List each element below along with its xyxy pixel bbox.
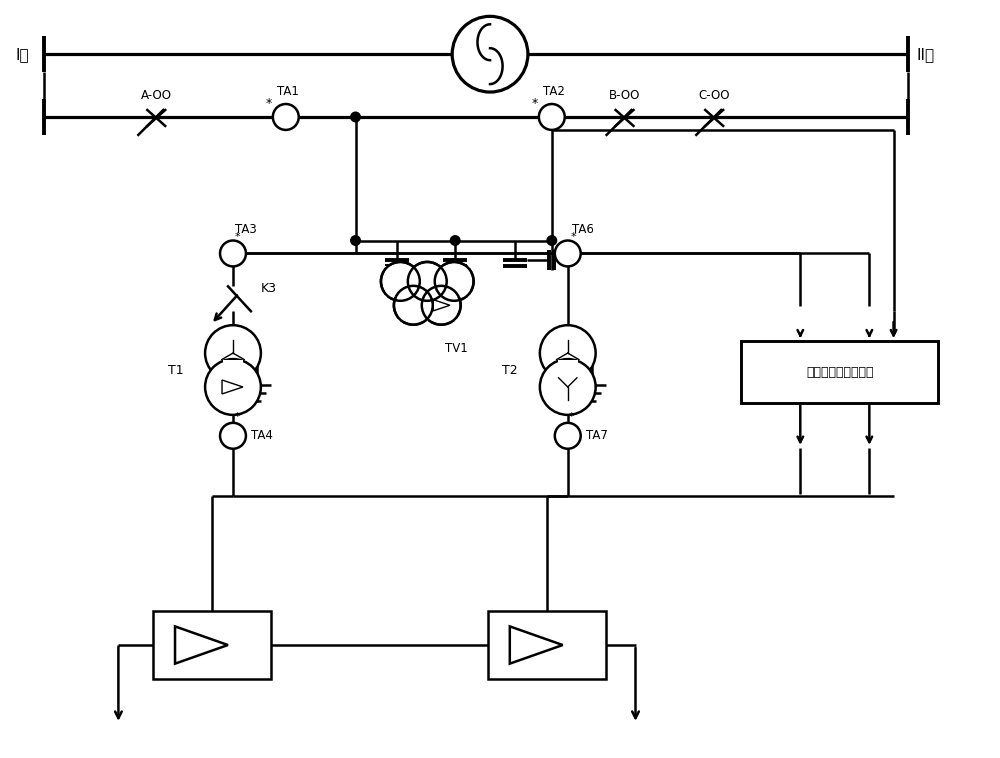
Text: *: * xyxy=(234,412,240,422)
Text: TA7: TA7 xyxy=(586,429,608,442)
Bar xyxy=(439,266,470,297)
Circle shape xyxy=(350,111,361,123)
Text: *: * xyxy=(532,96,538,109)
Circle shape xyxy=(394,286,433,324)
Text: TA6: TA6 xyxy=(572,223,594,236)
Text: I母: I母 xyxy=(16,47,29,61)
Bar xyxy=(741,341,938,403)
Text: T1: T1 xyxy=(168,364,183,377)
Text: TA2: TA2 xyxy=(543,85,565,98)
Text: *: * xyxy=(569,412,575,422)
Circle shape xyxy=(540,325,596,381)
Circle shape xyxy=(422,286,461,324)
Bar xyxy=(153,611,271,679)
Circle shape xyxy=(205,359,261,415)
Text: A-OO: A-OO xyxy=(141,89,172,102)
Circle shape xyxy=(220,240,246,266)
Text: TA1: TA1 xyxy=(277,85,299,98)
Circle shape xyxy=(408,262,447,301)
Text: B-OO: B-OO xyxy=(609,89,640,102)
Circle shape xyxy=(452,17,528,92)
Text: *: * xyxy=(234,231,240,242)
Circle shape xyxy=(273,104,299,130)
Circle shape xyxy=(555,423,581,449)
Bar xyxy=(412,266,443,297)
Text: T2: T2 xyxy=(502,364,518,377)
Circle shape xyxy=(540,359,596,415)
Text: C-OO: C-OO xyxy=(698,89,730,102)
Circle shape xyxy=(539,104,565,130)
Text: II母: II母 xyxy=(916,47,935,61)
Text: TV1: TV1 xyxy=(445,342,468,355)
Text: TA4: TA4 xyxy=(251,429,273,442)
Circle shape xyxy=(546,235,557,246)
Bar xyxy=(488,611,606,679)
Bar xyxy=(398,290,429,321)
Circle shape xyxy=(350,235,361,246)
Bar xyxy=(223,360,243,380)
Circle shape xyxy=(205,325,261,381)
Bar xyxy=(426,290,457,321)
Circle shape xyxy=(450,235,461,246)
Text: 换流变压器大差保护: 换流变压器大差保护 xyxy=(806,365,874,378)
Text: *: * xyxy=(266,96,272,109)
Circle shape xyxy=(435,262,474,301)
Circle shape xyxy=(555,240,581,266)
Text: K3: K3 xyxy=(261,282,277,295)
Circle shape xyxy=(381,262,420,301)
Bar xyxy=(385,266,416,297)
Text: *: * xyxy=(571,231,577,242)
Circle shape xyxy=(220,423,246,449)
Bar xyxy=(558,360,578,380)
Text: TA3: TA3 xyxy=(235,223,257,236)
